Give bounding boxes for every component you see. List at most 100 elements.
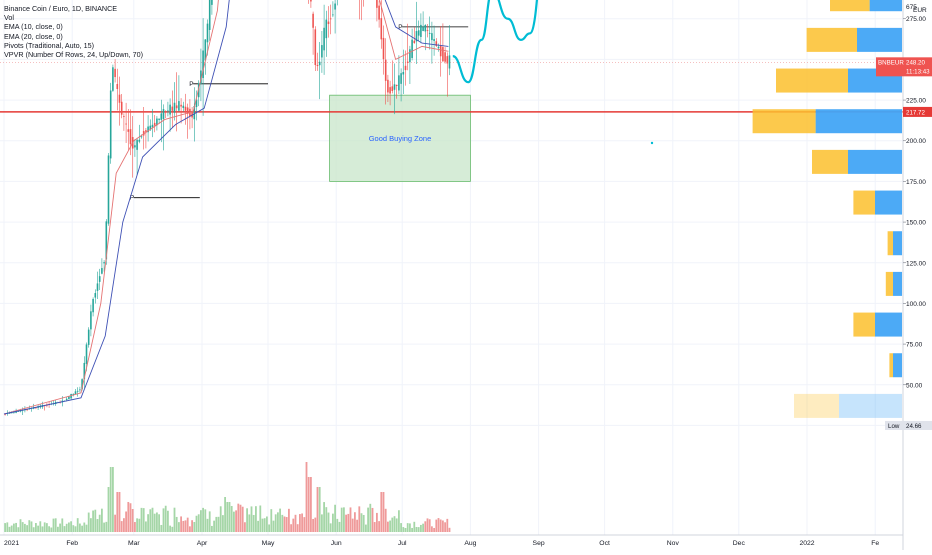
candle-body bbox=[404, 65, 407, 71]
candle-body bbox=[105, 221, 108, 260]
volume-bar bbox=[87, 512, 90, 532]
low-value: 24.66 bbox=[906, 423, 922, 430]
legend-vol[interactable]: Vol bbox=[4, 13, 14, 23]
volume-bar bbox=[46, 523, 48, 532]
candle-body bbox=[415, 31, 418, 42]
volume-bar bbox=[50, 527, 53, 532]
volume-bar bbox=[279, 508, 281, 532]
candle-body bbox=[329, 18, 332, 20]
legend-ema10[interactable]: EMA (10, close, 0) bbox=[4, 22, 63, 32]
vpvr-up-bar bbox=[857, 27, 902, 52]
volume-bar bbox=[61, 518, 64, 532]
volume-bar bbox=[17, 527, 20, 532]
volume-bar bbox=[13, 523, 15, 532]
volume-bar bbox=[213, 520, 215, 532]
volume-bar bbox=[123, 518, 125, 532]
last-price-value: 248.20 bbox=[906, 59, 925, 66]
volume-bar bbox=[147, 514, 149, 532]
candle-body bbox=[184, 106, 187, 111]
candle-body bbox=[444, 52, 446, 62]
volume-bar bbox=[193, 522, 196, 532]
candle-body bbox=[318, 61, 321, 66]
volume-bar bbox=[433, 527, 435, 532]
vpvr-up-bar bbox=[848, 149, 902, 174]
volume-bar bbox=[290, 524, 292, 532]
volume-bar bbox=[446, 518, 449, 532]
volume-bar bbox=[334, 504, 336, 532]
candle-body bbox=[156, 118, 158, 126]
volume-bar bbox=[338, 521, 341, 532]
candle-body bbox=[149, 125, 152, 130]
last-price-label-bg[interactable] bbox=[876, 57, 932, 77]
time-tick-label: Mar bbox=[128, 540, 140, 547]
candle-body bbox=[92, 298, 94, 313]
candle-body bbox=[147, 126, 149, 133]
volume-bar bbox=[186, 517, 189, 532]
volume-bar bbox=[180, 516, 182, 532]
candle-body bbox=[101, 268, 103, 274]
volume-bar bbox=[406, 523, 409, 532]
candle-body bbox=[321, 45, 323, 58]
candle-body bbox=[136, 139, 138, 150]
candle-body bbox=[120, 101, 123, 115]
volume-bar bbox=[92, 510, 94, 532]
volume-bar bbox=[114, 514, 116, 532]
volume-bar bbox=[10, 525, 13, 532]
candle-body bbox=[153, 122, 156, 126]
candle-body bbox=[314, 29, 317, 66]
candle-body bbox=[402, 71, 405, 75]
candle-body bbox=[380, 18, 383, 40]
volume-bar bbox=[270, 509, 273, 532]
currency-label: EUR bbox=[913, 7, 927, 14]
ema10-line bbox=[3, 0, 449, 415]
volume-bar bbox=[435, 519, 438, 532]
volume-bar bbox=[325, 507, 328, 532]
candle-body bbox=[127, 129, 130, 132]
volume-bar bbox=[442, 520, 444, 532]
price-tick-partial: 675 bbox=[906, 4, 917, 11]
candle-body bbox=[151, 124, 154, 128]
volume-bar bbox=[426, 518, 429, 532]
volume-bar bbox=[371, 507, 374, 532]
volume-bar bbox=[303, 517, 306, 532]
candle-body bbox=[200, 70, 202, 85]
legend-title[interactable]: Binance Coin / Euro, 1D, BINANCE bbox=[4, 4, 118, 13]
volume-bar bbox=[246, 508, 248, 532]
candle-body bbox=[140, 136, 143, 138]
volume-bar bbox=[217, 516, 220, 532]
chart-legend: Binance Coin / Euro, 1D, BINANCE Vol EMA… bbox=[4, 4, 143, 59]
candle-body bbox=[448, 55, 451, 69]
volume-bar bbox=[281, 514, 284, 532]
candle-body bbox=[68, 396, 70, 399]
volume-bar bbox=[305, 462, 308, 532]
candle-body bbox=[382, 37, 385, 60]
candle-body bbox=[411, 39, 413, 58]
candle-body bbox=[428, 32, 431, 34]
buying-zone[interactable] bbox=[329, 94, 471, 182]
candle-body bbox=[94, 293, 97, 298]
volume-bar bbox=[345, 514, 347, 532]
candle-body bbox=[107, 155, 110, 224]
forecast-path[interactable] bbox=[452, 0, 574, 84]
volume-bar bbox=[250, 506, 253, 532]
volume-bar bbox=[288, 508, 290, 532]
time-tick-label: Dec bbox=[733, 540, 746, 547]
volume-bar bbox=[120, 521, 123, 532]
legend-pivots[interactable]: Pivots (Traditional, Auto, 15) bbox=[4, 40, 95, 50]
candle-body bbox=[435, 41, 438, 47]
candle-body bbox=[406, 61, 409, 63]
candle-body bbox=[316, 64, 319, 67]
legend-ema20[interactable]: EMA (20, close, 0) bbox=[4, 31, 63, 41]
volume-bar bbox=[35, 523, 37, 532]
legend-vpvr[interactable]: VPVR (Number Of Rows, 24, Up/Down, 70) bbox=[4, 50, 144, 60]
candle-body bbox=[118, 94, 121, 103]
candle-body bbox=[193, 105, 196, 120]
candle-body bbox=[431, 33, 433, 41]
stray-dot bbox=[650, 141, 654, 145]
volume-bar bbox=[6, 522, 9, 532]
vpvr-up-bar bbox=[893, 271, 902, 296]
volume-bar bbox=[43, 522, 46, 532]
candle-body bbox=[4, 413, 6, 415]
candle-body bbox=[395, 84, 398, 86]
